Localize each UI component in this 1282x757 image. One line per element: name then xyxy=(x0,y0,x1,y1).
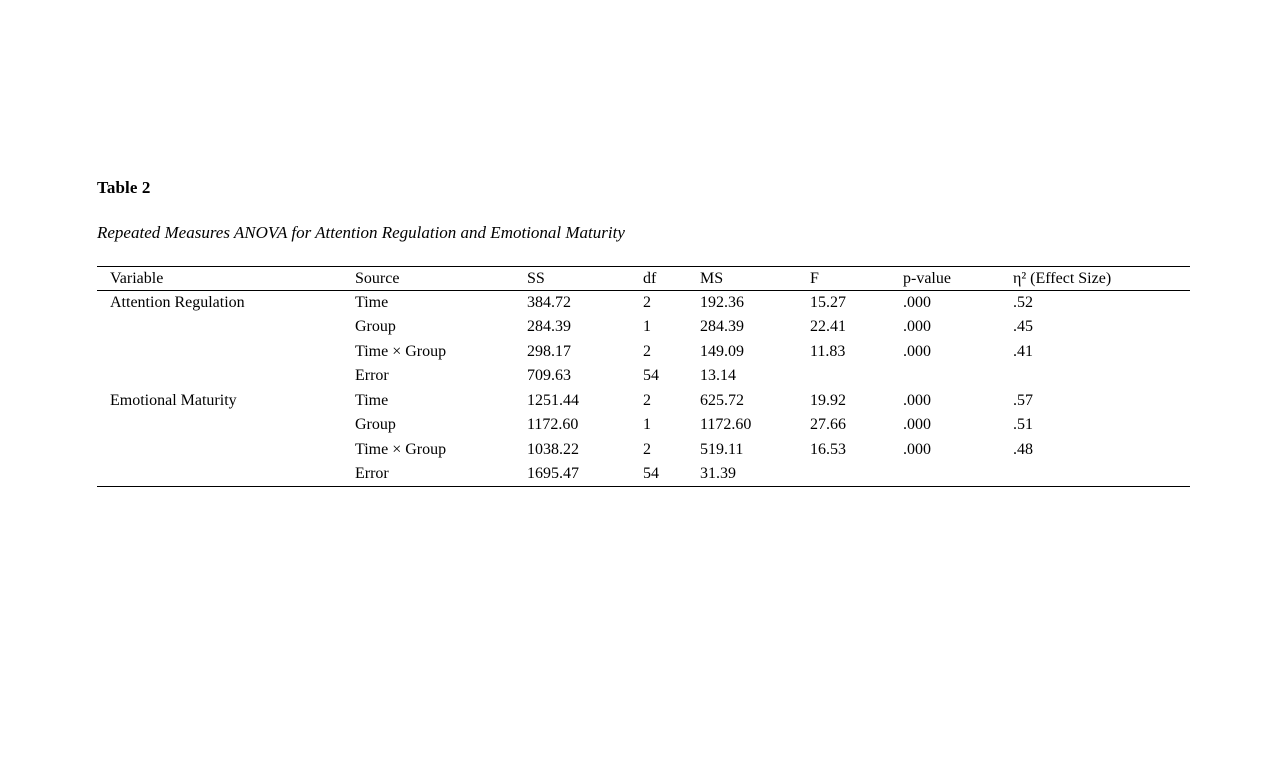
table-cell: .000 xyxy=(903,416,931,434)
table-row: Error 709.63 54 13.14 xyxy=(97,364,1190,389)
anova-table: Variable Source SS df MS F p-value η² (E… xyxy=(97,266,1190,487)
table-row: Emotional Maturity Time 1251.44 2 625.72 19.9… xyxy=(97,389,1190,414)
table-cell xyxy=(97,315,355,340)
table-row: Time × Group 1038.22 2 519.11 16.53 .000 .48 xyxy=(97,438,1190,463)
table-cell: 1695.47 xyxy=(527,465,579,482)
table-row: Error 1695.47 54 31.39 xyxy=(97,462,1190,487)
column-header-f: F xyxy=(810,269,819,287)
table-cell: 1251.44 xyxy=(527,391,579,409)
column-header-variable: Variable xyxy=(110,269,164,287)
table-row: Group 284.39 1 284.39 22.41 .000 .45 xyxy=(97,315,1190,340)
table-cell xyxy=(97,364,355,389)
table-cell: 1172.60 xyxy=(527,416,579,434)
table-cell: Attention Regulation xyxy=(110,294,245,311)
table-row: Attention Regulation Time 384.72 2 192.36 15.… xyxy=(97,291,1190,316)
table-header: Variable Source SS df MS F p-value η² (E… xyxy=(97,267,1190,291)
table-cell xyxy=(97,462,355,487)
column-header-ms: MS xyxy=(700,269,724,287)
table-cell xyxy=(97,340,355,365)
table-cell: Error xyxy=(355,367,389,385)
table-cell xyxy=(97,413,355,438)
table-cell: 625.72 xyxy=(700,391,744,409)
table-cell: 149.09 xyxy=(700,342,744,360)
table-number: Table 2 xyxy=(97,178,151,197)
table-cell xyxy=(1013,462,1190,487)
header-row: Variable Source SS df MS F p-value η² (E… xyxy=(97,267,1190,291)
column-header-effect-size: η² (Effect Size) xyxy=(1013,269,1112,287)
table-cell xyxy=(810,364,903,389)
table-cell: 22.41 xyxy=(810,318,846,336)
table-cell xyxy=(903,462,1013,487)
table-cell: Error xyxy=(355,465,389,482)
table-cell: 1 xyxy=(643,416,651,434)
table-cell xyxy=(1013,364,1190,389)
table-body: Attention Regulation Time 384.72 2 192.36 15.… xyxy=(97,291,1190,487)
table-cell: Group xyxy=(355,318,396,336)
column-header-df: df xyxy=(643,269,657,287)
table-cell xyxy=(903,364,1013,389)
table-cell: .000 xyxy=(903,391,931,409)
table-cell: 519.11 xyxy=(700,440,744,458)
table-cell: 709.63 xyxy=(527,367,571,385)
table-cell: .000 xyxy=(903,440,931,458)
table-cell xyxy=(810,462,903,487)
table-cell: 284.39 xyxy=(700,318,744,336)
table-cell: 13.14 xyxy=(700,367,736,385)
table-cell: Group xyxy=(355,416,396,434)
table-cell: .51 xyxy=(1013,416,1033,434)
table-cell: .41 xyxy=(1013,342,1033,360)
table-cell: 298.17 xyxy=(527,342,571,360)
table-cell: 54 xyxy=(643,465,659,482)
table-cell: 284.39 xyxy=(527,318,571,336)
table-cell: Emotional Maturity xyxy=(110,391,237,409)
table-cell: .000 xyxy=(903,294,931,311)
table-cell: 2 xyxy=(643,440,651,458)
table-cell: .48 xyxy=(1013,440,1033,458)
table-cell: 2 xyxy=(643,391,651,409)
table-cell: .57 xyxy=(1013,391,1033,409)
table-cell: 2 xyxy=(643,342,651,360)
table-cell: 16.53 xyxy=(810,440,846,458)
table-cell: 1 xyxy=(643,318,651,336)
table-cell xyxy=(97,438,355,463)
table-cell: 19.92 xyxy=(810,391,846,409)
column-header-source: Source xyxy=(355,269,400,287)
table-row: Group 1172.60 1 1172.60 27.66 .000 .51 xyxy=(97,413,1190,438)
table-caption: Repeated Measures ANOVA for Attention Re… xyxy=(97,223,625,242)
table-cell: .000 xyxy=(903,318,931,336)
table-cell: 2 xyxy=(643,294,651,311)
table-cell: 1038.22 xyxy=(527,440,579,458)
table-cell: .52 xyxy=(1013,294,1033,311)
table-cell: 11.83 xyxy=(810,342,846,360)
table-cell: 192.36 xyxy=(700,294,744,311)
table-cell: 15.27 xyxy=(810,294,846,311)
table-cell: Time xyxy=(355,391,389,409)
column-header-ss: SS xyxy=(527,269,545,287)
column-header-p-value: p-value xyxy=(903,269,951,287)
table-cell: Time × Group xyxy=(355,342,447,360)
table-cell: 1172.60 xyxy=(700,416,752,434)
table-cell: 54 xyxy=(643,367,659,385)
table-row: Time × Group 298.17 2 149.09 11.83 .000 .41 xyxy=(97,340,1190,365)
table-cell: Time × Group xyxy=(355,440,447,458)
table-cell: 384.72 xyxy=(527,294,571,311)
table-cell: 27.66 xyxy=(810,416,846,434)
table-cell: 31.39 xyxy=(700,465,736,482)
table-cell: .000 xyxy=(903,342,931,360)
table-cell: Time xyxy=(355,294,389,311)
table-cell: .45 xyxy=(1013,318,1033,336)
